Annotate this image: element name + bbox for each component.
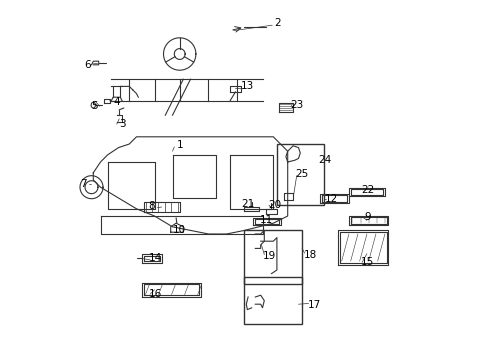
Text: 13: 13 [240, 81, 253, 91]
Text: 9: 9 [364, 212, 370, 222]
Text: 25: 25 [295, 169, 308, 179]
Text: 2: 2 [274, 18, 281, 28]
Text: 21: 21 [240, 199, 253, 210]
Text: 17: 17 [307, 300, 320, 310]
Text: 23: 23 [289, 100, 303, 111]
Text: 3: 3 [119, 119, 125, 129]
Text: 15: 15 [360, 257, 373, 267]
Text: 10: 10 [173, 225, 186, 235]
Bar [276, 144, 323, 205]
Text: 14: 14 [149, 253, 162, 263]
Text: 18: 18 [303, 250, 316, 260]
Text: 16: 16 [149, 289, 162, 299]
Text: 7: 7 [80, 179, 87, 189]
Text: 19: 19 [263, 251, 276, 261]
Bar [244, 230, 302, 284]
Text: 1: 1 [176, 140, 183, 150]
Text: 24: 24 [317, 155, 330, 165]
Text: 8: 8 [148, 201, 155, 211]
Text: 4: 4 [113, 96, 120, 107]
Text: 20: 20 [267, 200, 281, 210]
Text: 22: 22 [360, 185, 373, 195]
Text: 6: 6 [84, 60, 90, 70]
Text: 12: 12 [325, 194, 338, 204]
Text: 5: 5 [91, 101, 98, 111]
Text: 11: 11 [260, 215, 273, 225]
Bar [244, 277, 302, 324]
